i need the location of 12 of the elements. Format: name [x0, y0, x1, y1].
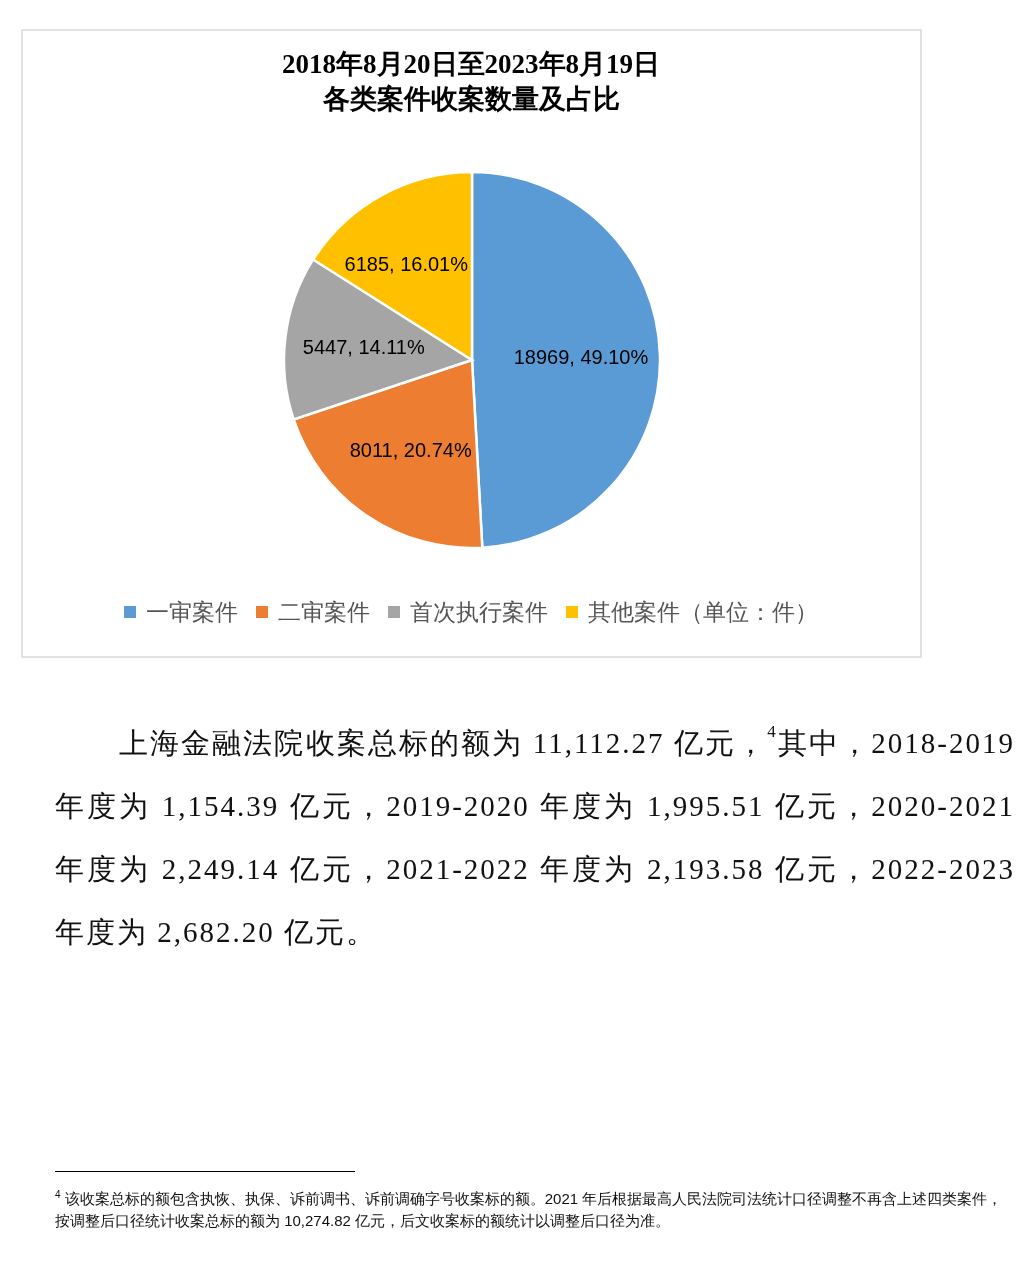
- legend-label: 一审案件: [146, 600, 238, 625]
- chart-subtitle: 各类案件收案数量及占比: [321, 84, 620, 114]
- legend-label: 二审案件: [278, 600, 370, 625]
- data-label: 18969, 49.10%: [513, 346, 649, 369]
- data-label: 8011, 20.74%: [349, 439, 472, 462]
- legend-label: 其他案件（单位：件）: [588, 600, 818, 625]
- chart-title: 2018年8月20日至2023年8月19日: [282, 49, 660, 79]
- text: $^{4}$ 该收案总标的额包含执恢、执保、诉前调书、诉前调确字号收案标的额。2021 年后根据最高人民法院司法统计口径调整不再含上述四类案件，按调整后口径统计收案总标的额为 10,274.82 亿元，后文收案标的额统计以调整后口径为准。: [55, 1188, 1004, 1231]
- text: 上海金融法院收案总标的额为 11,112.27 亿元，$^{4}$其中，2018-2019 年度为 1,154.39 亿元，2019-2020 年度为 1,995.51 亿元，2020-2021 年度为 2,249.14 亿元，2021-2022 年度为 2,193.58 亿元，2022-2023 年度为 2,682.20 亿元。: [55, 721, 1015, 950]
- data-label: 5447, 14.11%: [302, 335, 425, 358]
- data-label: 6185, 16.01%: [344, 253, 469, 276]
- legend-label: 首次执行案件: [410, 600, 548, 625]
